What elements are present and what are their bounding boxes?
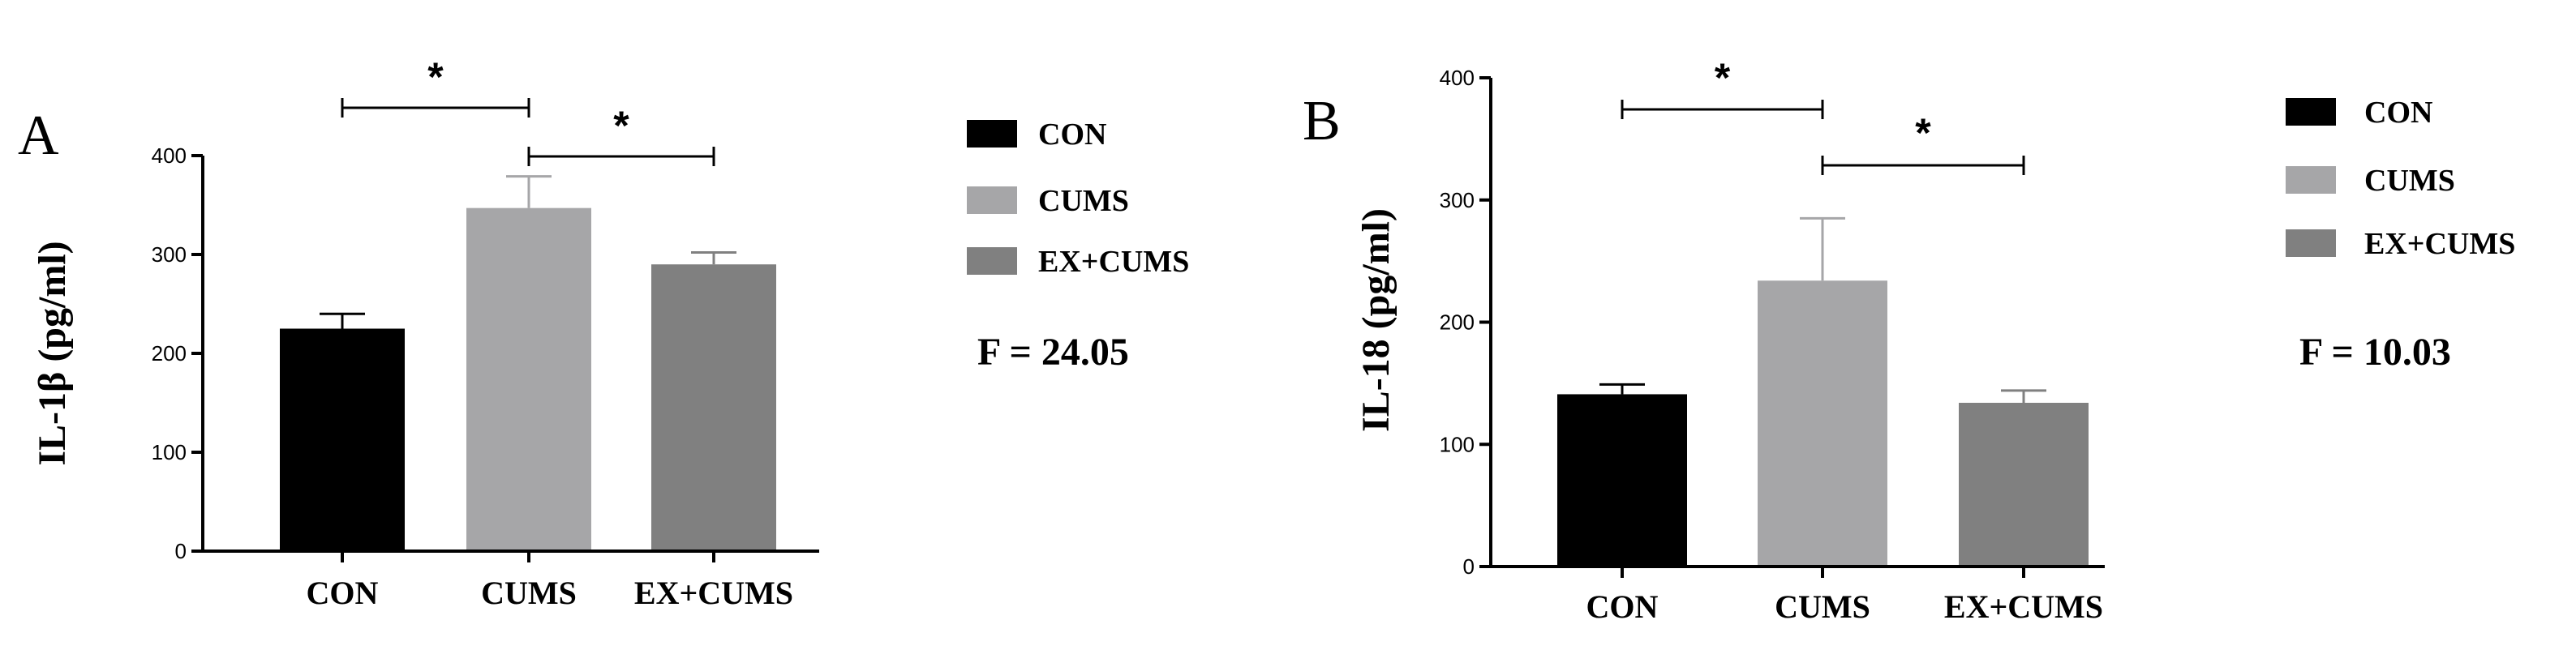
error-bar bbox=[506, 175, 552, 208]
significance-star: * bbox=[427, 54, 444, 100]
x-tick-label: CON bbox=[1586, 588, 1659, 625]
legend-swatch bbox=[2286, 166, 2336, 194]
legend-swatch bbox=[2286, 98, 2336, 126]
x-tick-label: EX+CUMS bbox=[1944, 588, 2103, 625]
panel-B: B IL-18 (pg/ml) 0 100 200 300 400 CON CUMS EX+CUM… bbox=[1303, 55, 2515, 625]
x-tick-label: CON bbox=[307, 575, 379, 611]
bar-cums bbox=[466, 207, 591, 551]
legend: CON CUMS EX+CUMS bbox=[2286, 96, 2515, 261]
legend-swatch bbox=[967, 186, 1017, 214]
f-statistic: F = 24.05 bbox=[977, 331, 1129, 374]
significance-star: * bbox=[1915, 110, 1931, 156]
error-bar bbox=[1800, 216, 1845, 281]
error-bar bbox=[691, 251, 736, 265]
y-tick-label: 400 bbox=[152, 143, 187, 168]
significance-bracket: * bbox=[1621, 55, 1824, 119]
bar-con bbox=[280, 328, 405, 551]
legend-label: CON bbox=[2364, 96, 2432, 130]
legend-swatch bbox=[967, 120, 1017, 148]
panel-letter: B bbox=[1303, 90, 1341, 152]
y-tick-label: 200 bbox=[152, 341, 187, 366]
y-tick-label: 300 bbox=[152, 242, 187, 267]
legend: CON CUMS EX+CUMS bbox=[967, 118, 1189, 279]
significance-bracket: * bbox=[527, 103, 715, 166]
panel-letter: A bbox=[18, 105, 59, 167]
legend-swatch bbox=[967, 247, 1017, 275]
y-tick-label: 100 bbox=[1440, 432, 1475, 456]
legend-label: EX+CUMS bbox=[2364, 227, 2515, 261]
f-statistic: F = 10.03 bbox=[2299, 331, 2451, 374]
error-bar bbox=[2001, 389, 2046, 403]
x-tick-label: CUMS bbox=[481, 575, 577, 611]
legend-swatch bbox=[2286, 229, 2336, 257]
legend-label: CUMS bbox=[1038, 184, 1129, 218]
x-tick-label: CUMS bbox=[1775, 588, 1870, 625]
y-tick-label: 200 bbox=[1440, 310, 1475, 335]
significance-star: * bbox=[613, 103, 629, 148]
y-tick-label: 300 bbox=[1440, 188, 1475, 212]
error-bar bbox=[1599, 383, 1645, 395]
error-bar bbox=[320, 312, 365, 329]
legend-label: EX+CUMS bbox=[1038, 245, 1189, 279]
y-tick-label: 400 bbox=[1440, 66, 1475, 90]
y-tick-label: 100 bbox=[152, 440, 187, 464]
legend-label: CON bbox=[1038, 118, 1106, 152]
significance-star: * bbox=[1715, 55, 1731, 100]
significance-bracket: * bbox=[341, 54, 530, 118]
y-axis-label: IL-18 (pg/ml) bbox=[1355, 208, 1397, 432]
y-tick-label: 0 bbox=[1463, 554, 1475, 579]
bar-ex-cums bbox=[1959, 402, 2089, 567]
bar-ex-cums bbox=[651, 264, 776, 551]
y-axis-label: IL-1β (pg/ml) bbox=[31, 241, 74, 465]
bar-cums bbox=[1758, 280, 1887, 567]
bar-con bbox=[1557, 394, 1687, 567]
y-tick-label: 0 bbox=[175, 539, 187, 563]
panel-A: A IL-1β (pg/ml) 0 100 200 300 400 CON CUMS EX+CUM… bbox=[18, 54, 1189, 611]
x-tick-label: EX+CUMS bbox=[634, 575, 793, 611]
legend-label: CUMS bbox=[2364, 164, 2455, 198]
significance-bracket: * bbox=[1821, 110, 2025, 175]
